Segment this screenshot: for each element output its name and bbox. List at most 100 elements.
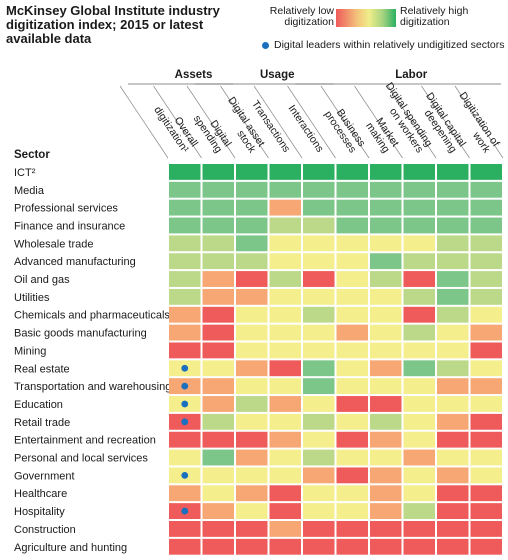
heatmap-cell	[236, 521, 268, 537]
heatmap-cell	[236, 378, 268, 395]
heatmap-cell	[303, 164, 335, 180]
heatmap-cell	[403, 306, 435, 323]
group-label-usage: Usage	[260, 69, 295, 81]
heatmap-cell	[269, 288, 301, 305]
heatmap-cell	[202, 360, 234, 377]
heatmap-cell	[403, 217, 435, 234]
heatmap-cell	[370, 164, 402, 180]
digital-leader-dot	[181, 507, 189, 515]
heatmap-cell	[437, 164, 469, 180]
heatmap-cell	[169, 538, 201, 555]
heatmap-cell	[437, 253, 469, 270]
heatmap-cell	[437, 306, 469, 323]
heatmap-cell	[336, 449, 368, 466]
heatmap-cell	[336, 181, 368, 198]
legend-leader-dot	[262, 42, 269, 49]
heatmap-cell	[236, 164, 268, 180]
heatmap-cell	[403, 253, 435, 270]
heatmap-cell	[269, 485, 301, 502]
heatmap-cell	[202, 413, 234, 430]
heatmap-cell	[202, 324, 234, 341]
sector-label: Media	[14, 185, 45, 197]
heatmap-cell	[470, 378, 502, 395]
heatmap-cell	[236, 431, 268, 448]
heatmap-cell	[169, 306, 201, 323]
heatmap-cell	[403, 342, 435, 359]
heatmap-cell	[370, 503, 402, 519]
heatmap-cell	[269, 396, 301, 412]
heatmap-cell	[370, 235, 402, 252]
heatmap-cell	[303, 306, 335, 323]
legend-leader-label: Digital leaders within relatively undigi…	[274, 39, 505, 51]
heatmap-cell	[437, 521, 469, 537]
heatmap-cell	[236, 538, 268, 555]
heatmap-cell	[470, 342, 502, 359]
heatmap-cell	[303, 271, 335, 287]
heatmap-cell	[336, 199, 368, 216]
heatmap-cell	[370, 271, 402, 287]
heatmap-cell	[470, 396, 502, 412]
heatmap-cell	[202, 164, 234, 180]
chart-title: McKinsey Global Institute industry digit…	[6, 3, 220, 46]
heatmap-cell	[336, 253, 368, 270]
heatmap-cell	[370, 217, 402, 234]
heatmap-cell	[169, 431, 201, 448]
heatmap-cell	[303, 360, 335, 377]
group-label-labor: Labor	[395, 69, 427, 81]
heatmap-cell	[202, 538, 234, 555]
sector-label: Finance and insurance	[14, 220, 125, 232]
heatmap-cell	[370, 306, 402, 323]
heatmap-cell	[370, 253, 402, 270]
heatmap-cell	[336, 467, 368, 484]
heatmap-cell	[403, 413, 435, 430]
column-divider	[421, 85, 470, 159]
heatmap-cell	[269, 342, 301, 359]
sector-label: Healthcare	[14, 488, 67, 500]
sector-label: Chemicals and pharmaceuticals	[14, 310, 170, 322]
heatmap-cell	[470, 235, 502, 252]
heatmap-cell	[202, 253, 234, 270]
legend-color-scale	[336, 9, 396, 27]
sector-label: Real estate	[14, 363, 70, 375]
heatmap-cell	[336, 538, 368, 555]
heatmap-cell	[303, 467, 335, 484]
column-header: Digitalspending	[191, 107, 234, 155]
heatmap-cell	[303, 396, 335, 412]
heatmap-cell	[269, 538, 301, 555]
heatmap-cell	[236, 360, 268, 377]
heatmap-cell	[269, 360, 301, 377]
heatmap-cell	[236, 342, 268, 359]
sector-label: Mining	[14, 345, 46, 357]
heatmap-cell	[236, 306, 268, 323]
heatmap-cell	[236, 271, 268, 287]
heatmap-cell	[202, 521, 234, 537]
heatmap-cell	[403, 288, 435, 305]
heatmap-cell	[437, 449, 469, 466]
heatmap-cell	[202, 449, 234, 466]
heatmap-cell	[269, 199, 301, 216]
column-divider	[186, 85, 236, 159]
heatmap-cell	[169, 217, 201, 234]
heatmap-cell	[370, 431, 402, 448]
heatmap-cell	[403, 538, 435, 555]
heatmap-cell	[437, 378, 469, 395]
heatmap-cell	[269, 503, 301, 519]
heatmap-cell	[470, 288, 502, 305]
heatmap-cell	[269, 449, 301, 466]
heatmap-cell	[370, 538, 402, 555]
column-divider	[253, 85, 303, 159]
heatmap-cell	[236, 324, 268, 341]
heatmap-cell	[269, 378, 301, 395]
heatmap-cell	[303, 288, 335, 305]
heatmap-cell	[403, 521, 435, 537]
row-header: Sector	[14, 149, 50, 161]
heatmap-cell	[169, 199, 201, 216]
heatmap-cell	[437, 485, 469, 502]
heatmap-cell	[403, 467, 435, 484]
heatmap-cell	[437, 538, 469, 555]
heatmap-cell	[303, 503, 335, 519]
heatmap-cell	[370, 413, 402, 430]
heatmap-cell	[202, 431, 234, 448]
column-divider	[354, 85, 403, 159]
